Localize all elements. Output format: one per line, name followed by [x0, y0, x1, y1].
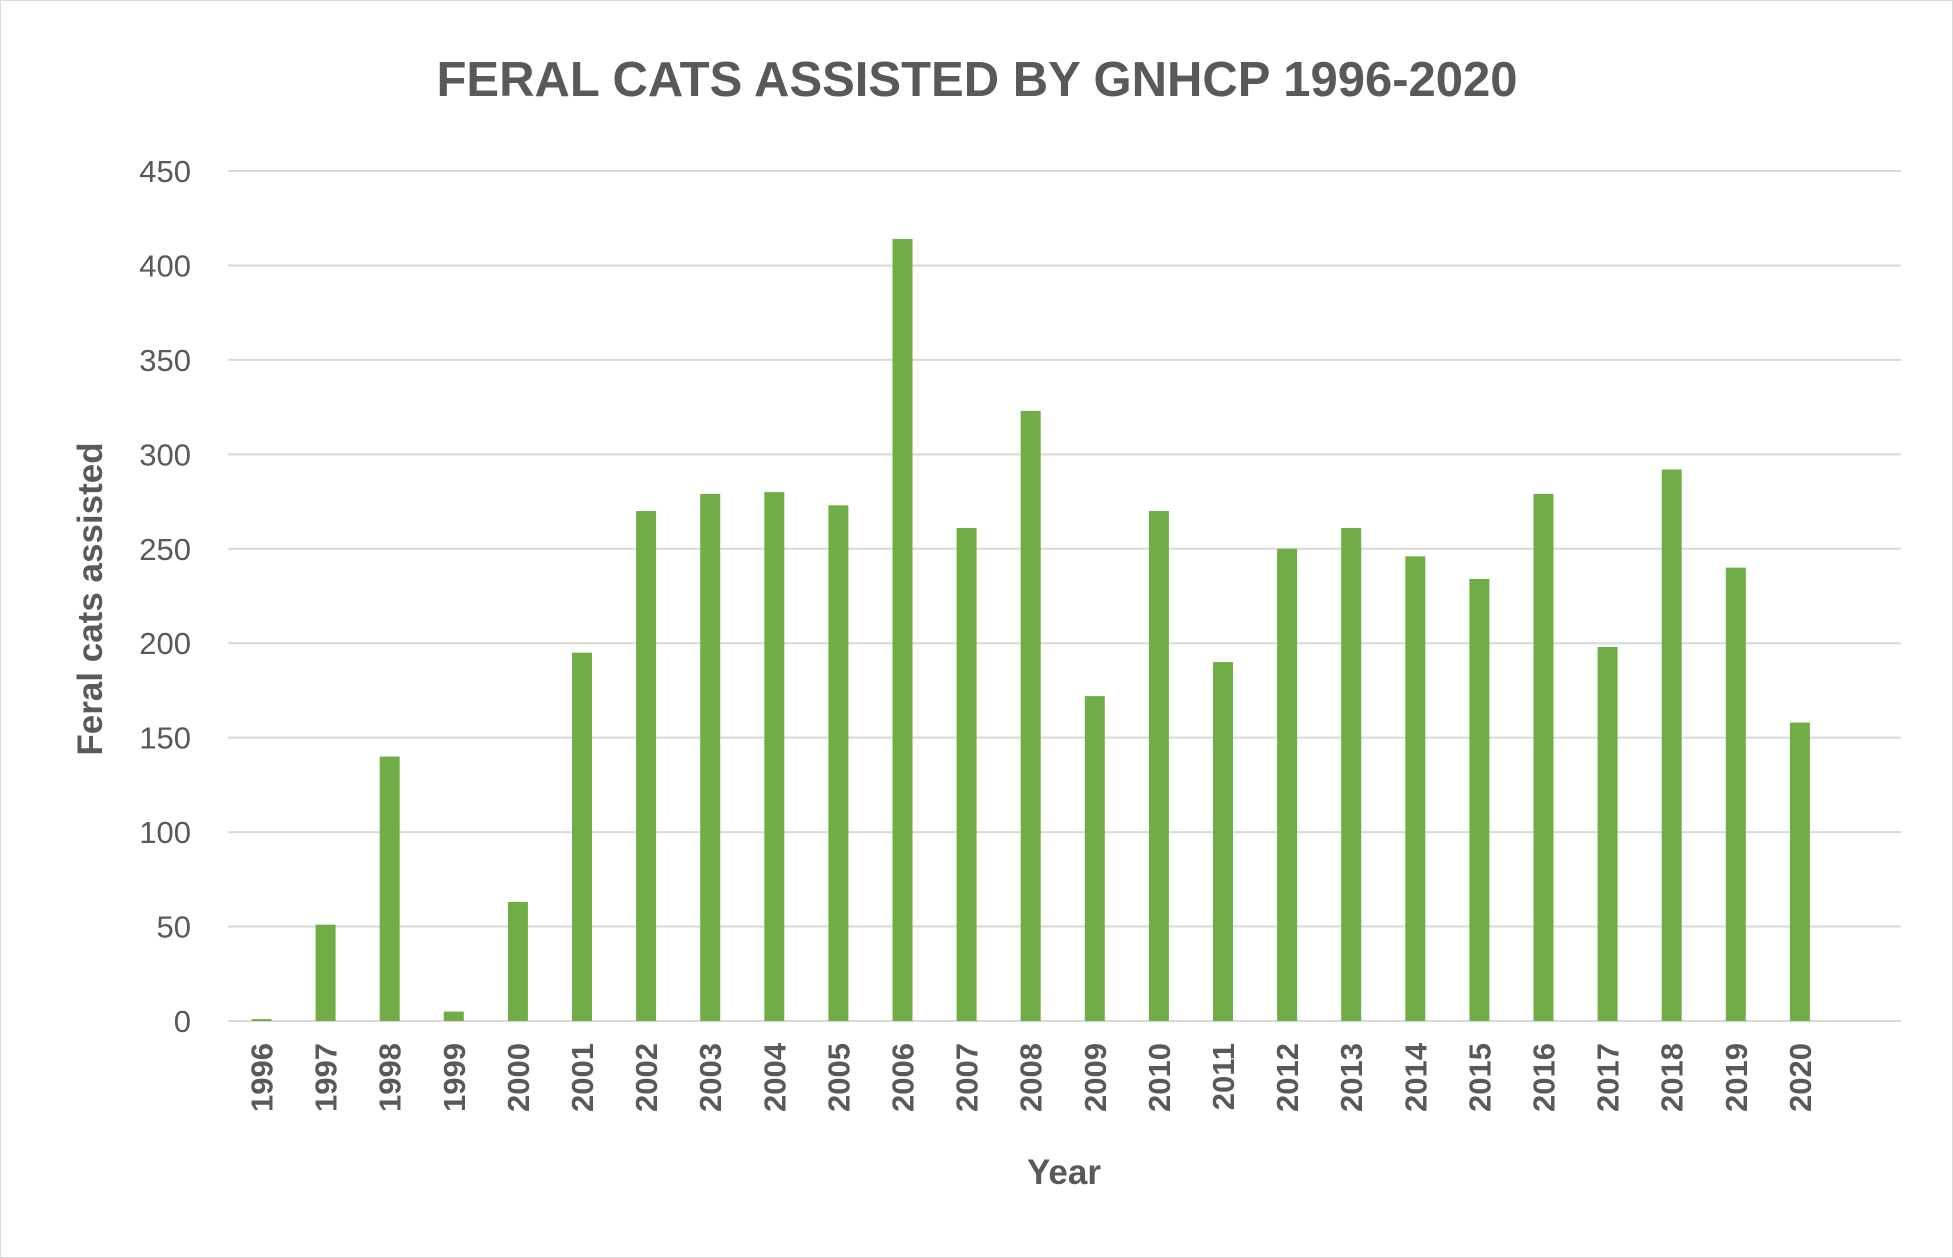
bar-2019 — [1725, 567, 1746, 1021]
y-tick-label: 450 — [139, 154, 191, 189]
x-tick-label: 1996 — [245, 1043, 280, 1112]
y-tick-label: 250 — [139, 532, 191, 567]
gridlines — [228, 170, 1901, 1022]
bar-2006 — [892, 239, 913, 1021]
bar-2001 — [572, 652, 592, 1021]
y-tick-label: 300 — [139, 437, 191, 472]
y-tick-label: 400 — [139, 248, 191, 283]
bar-2011 — [1213, 662, 1233, 1021]
bar-2015 — [1469, 579, 1490, 1021]
x-tick-label: 1999 — [437, 1043, 472, 1112]
x-tick-label: 2008 — [1014, 1043, 1049, 1112]
y-tick-label: 350 — [139, 343, 191, 378]
bar-2020 — [1789, 722, 1810, 1021]
bar-2010 — [1148, 511, 1169, 1021]
bar-2004 — [764, 492, 785, 1022]
x-tick-label: 2012 — [1270, 1043, 1305, 1112]
bar-1999 — [443, 1011, 464, 1021]
y-tick-label: 150 — [139, 721, 191, 756]
chart-title: FERAL CATS ASSISTED BY GNHCP 1996-2020 — [436, 53, 1517, 107]
y-tick-label: 0 — [174, 1004, 191, 1039]
x-tick-label: 2010 — [1142, 1043, 1177, 1112]
bar-2013 — [1341, 528, 1362, 1021]
bar-1996 — [251, 1019, 272, 1021]
bar-2012 — [1277, 548, 1298, 1021]
bar-2017 — [1597, 647, 1618, 1021]
y-tick-label: 50 — [157, 910, 191, 945]
x-tick-label: 2003 — [693, 1043, 728, 1112]
bar-2008 — [1020, 410, 1041, 1021]
x-tick-label: 2014 — [1398, 1042, 1433, 1112]
bar-2007 — [956, 528, 977, 1021]
x-tick-label: 2009 — [1078, 1043, 1113, 1112]
y-axis-ticks: 0 50 100 150 200 250 300 350 400 450 — [139, 154, 191, 1039]
x-axis-label: Year — [1027, 1153, 1101, 1192]
x-tick-label: 2001 — [565, 1043, 600, 1112]
x-tick-label: 2007 — [950, 1043, 985, 1112]
x-tick-label: 2015 — [1462, 1043, 1497, 1112]
x-axis-ticks: 1996 1997 1998 1999 2000 2001 2002 2003 2004 2005… — [245, 1042, 1818, 1112]
x-tick-label: 2016 — [1527, 1043, 1562, 1112]
x-tick-label: 2020 — [1783, 1043, 1818, 1112]
y-tick-label: 200 — [139, 626, 191, 661]
bar-2009 — [1084, 696, 1105, 1021]
bar-2005 — [828, 505, 849, 1021]
x-tick-label: 2006 — [886, 1043, 921, 1112]
y-tick-label: 100 — [139, 815, 191, 850]
x-tick-label: 1998 — [373, 1043, 408, 1112]
bar-1997 — [315, 924, 336, 1021]
x-tick-label: 2011 — [1206, 1043, 1241, 1110]
bar-2018 — [1661, 469, 1682, 1021]
bar-2016 — [1533, 494, 1554, 1021]
bar-2002 — [636, 511, 657, 1021]
bar-1998 — [379, 756, 400, 1021]
x-tick-label: 2019 — [1719, 1043, 1754, 1112]
x-tick-label: 2013 — [1334, 1043, 1369, 1112]
bar-2003 — [700, 494, 721, 1021]
x-tick-label: 2004 — [757, 1042, 792, 1112]
x-tick-label: 2000 — [501, 1043, 536, 1112]
y-axis-label: Feral cats assisted — [71, 442, 110, 755]
bar-2000 — [507, 902, 528, 1021]
x-tick-label: 1997 — [309, 1043, 344, 1112]
x-tick-label: 2002 — [629, 1043, 664, 1112]
x-tick-label: 2018 — [1655, 1043, 1690, 1112]
bars — [251, 239, 1810, 1022]
x-tick-label: 2017 — [1591, 1043, 1626, 1112]
bar-2014 — [1405, 556, 1426, 1021]
x-tick-label: 2005 — [821, 1043, 856, 1112]
